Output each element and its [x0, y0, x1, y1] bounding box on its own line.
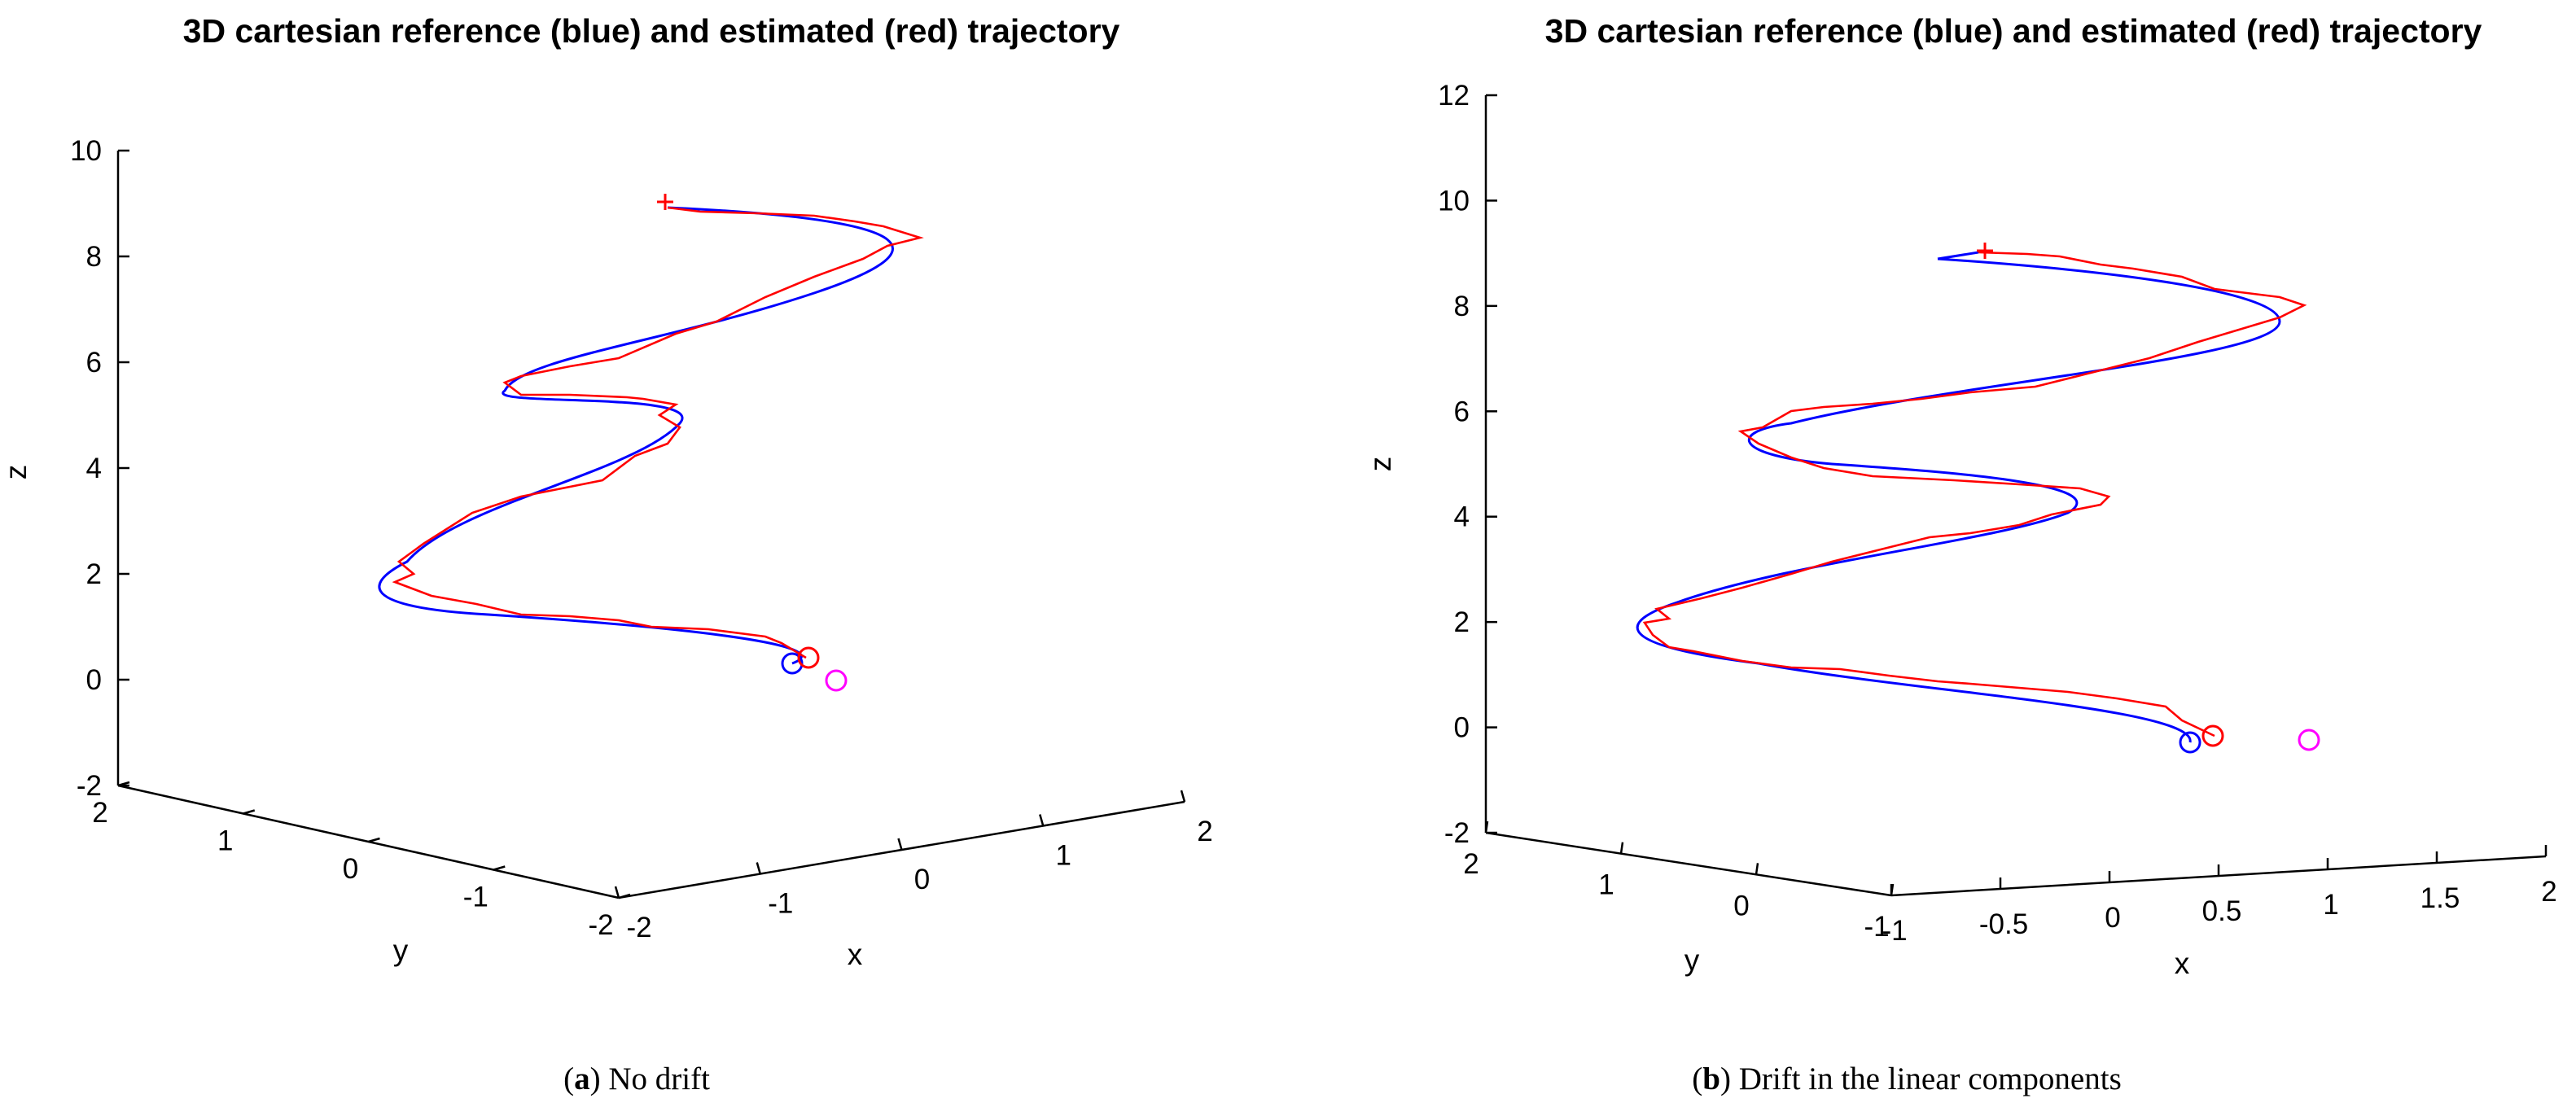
- tick-label: 0: [343, 853, 358, 885]
- marker-estimated-end: [1977, 243, 1993, 259]
- tick-label: 2: [1454, 606, 1470, 638]
- caption-paren-close: ): [1720, 1061, 1731, 1096]
- tick-mark: [1039, 814, 1045, 826]
- marker-estimated-start: [2201, 724, 2224, 747]
- tick-mark: [117, 781, 130, 787]
- tick-mark: [1180, 790, 1186, 803]
- reference-tail: [1937, 251, 1979, 260]
- tick-label: 0: [1454, 712, 1470, 744]
- chart-title: 3D cartesian reference (blue) and estima…: [1545, 12, 2482, 50]
- tick-label: 2: [1197, 816, 1212, 847]
- tick-label: 4: [1454, 501, 1470, 533]
- marker-origin: [825, 669, 848, 692]
- caption-paren-open: (: [563, 1061, 574, 1096]
- tick-label: 6: [86, 347, 102, 379]
- tick-label: 0.5: [2202, 895, 2242, 927]
- marker-reference-start: [2179, 731, 2201, 754]
- y-axis-line: [1485, 831, 1892, 897]
- tick-label: 10: [1438, 185, 1470, 217]
- tick-label: 0: [2105, 902, 2120, 934]
- caption-b: (b) Drift in the linear components: [1692, 1061, 2122, 1096]
- x-ticks: -1 -0.5 0 0.5 1 1.5 2: [1882, 845, 2557, 947]
- z-ticks: -2 0 2 4 6 8 10 12: [1438, 80, 1497, 849]
- caption-letter: a: [574, 1061, 590, 1096]
- tick-mark: [493, 865, 506, 871]
- tick-label: 0: [1733, 890, 1749, 921]
- tick-label: 2: [86, 558, 102, 590]
- tick-label: -2: [626, 912, 651, 943]
- tick-label: -1: [1882, 915, 1907, 947]
- chart-panel-a: 3D cartesian reference (blue) and estima…: [0, 12, 1213, 1096]
- tick-label: -1: [768, 888, 793, 920]
- marker-estimated-end: [657, 194, 673, 210]
- tick-mark: [897, 838, 903, 851]
- y-axis-label: y: [393, 934, 409, 967]
- tick-label: 1.5: [2420, 882, 2460, 914]
- caption-text: Drift in the linear components: [1731, 1061, 2122, 1096]
- tick-label: 4: [86, 453, 102, 484]
- caption-paren-close: ): [590, 1061, 601, 1096]
- series-estimated: [1642, 251, 2307, 737]
- tick-label: 1: [1056, 840, 1071, 872]
- tick-mark: [1619, 842, 1624, 854]
- tick-label: 2: [1463, 848, 1479, 880]
- z-axis-label: z: [1364, 457, 1397, 472]
- tick-label: 10: [70, 135, 102, 167]
- x-axis-label: x: [2175, 947, 2190, 980]
- y-ticks: 2 1 0 -1 -2: [92, 781, 631, 941]
- tick-label: 0: [914, 864, 930, 895]
- chart-title: 3D cartesian reference (blue) and estima…: [183, 12, 1120, 50]
- tick-mark: [243, 809, 256, 815]
- tick-mark: [368, 837, 380, 843]
- tick-label: 12: [1438, 80, 1470, 112]
- tick-label: 8: [1454, 291, 1470, 322]
- tick-mark: [756, 862, 761, 874]
- series-estimated: [392, 206, 924, 659]
- tick-mark: [614, 886, 620, 899]
- tick-label: -1: [1864, 911, 1889, 943]
- y-axis-label: y: [1684, 943, 1700, 977]
- caption-a: (a) No drift: [563, 1061, 710, 1096]
- x-axis-label: x: [848, 938, 863, 971]
- caption-paren-open: (: [1692, 1061, 1702, 1096]
- tick-label: 8: [86, 241, 102, 273]
- series-reference: [378, 206, 894, 665]
- caption-text: No drift: [601, 1061, 710, 1096]
- tick-label: -1: [463, 882, 488, 913]
- tick-mark: [1755, 863, 1759, 875]
- tick-label: -2: [1444, 817, 1470, 849]
- z-axis-label: z: [0, 465, 33, 480]
- chart-panel-b: 3D cartesian reference (blue) and estima…: [1364, 12, 2557, 1096]
- marker-estimated-start: [797, 646, 820, 669]
- tick-label: -2: [588, 909, 613, 941]
- tick-label: 1: [2323, 889, 2338, 921]
- tick-label: 2: [2541, 876, 2556, 908]
- tick-label: -2: [77, 770, 102, 802]
- tick-mark: [1484, 821, 1489, 834]
- tick-label: 2: [92, 797, 107, 829]
- z-ticks: -2 0 2 4 6 8 10: [70, 135, 129, 802]
- tick-label: 1: [217, 825, 233, 857]
- tick-label: -0.5: [1979, 908, 2028, 940]
- tick-label: 0: [86, 664, 102, 696]
- x-ticks: -2 -1 0 1 2: [614, 790, 1213, 943]
- tick-label: 6: [1454, 396, 1470, 427]
- tick-label: 1: [1598, 869, 1614, 901]
- marker-origin: [2298, 729, 2320, 751]
- series-reference: [1636, 257, 2281, 743]
- tick-mark: [618, 893, 631, 899]
- caption-letter: b: [1702, 1061, 1720, 1096]
